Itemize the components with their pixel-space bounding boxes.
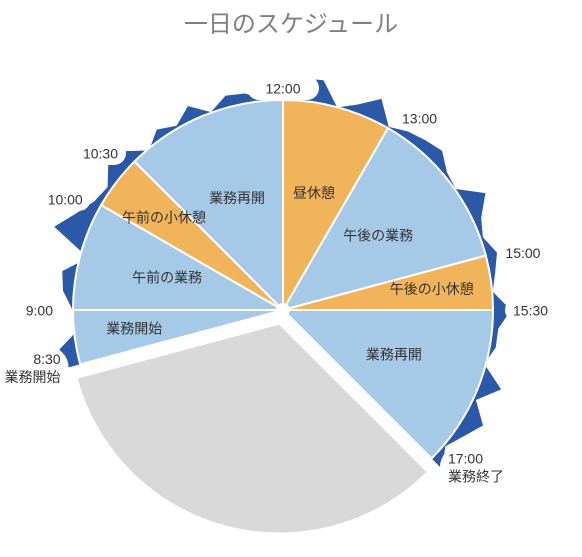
slice-label: 午前の小休憩	[122, 209, 206, 225]
time-label-sub: 業務終了	[448, 469, 504, 485]
slice-label: 業務開始	[106, 320, 162, 336]
time-label: 8:30	[33, 351, 60, 367]
time-label: 10:30	[83, 146, 118, 162]
time-label: 12:00	[265, 81, 300, 97]
time-label: 13:00	[402, 110, 437, 126]
slice-label: 業務再開	[209, 190, 265, 206]
slice-label: 業務再開	[366, 347, 422, 363]
schedule-pie-chart: 一日のスケジュール 業務開始午前の業務午前の小休憩業務再開昼休憩午後の業務午後の…	[0, 0, 582, 557]
time-label: 15:00	[505, 245, 540, 261]
slice-label: 昼休憩	[293, 185, 335, 201]
time-label: 10:00	[48, 192, 83, 208]
time-label: 9:00	[26, 303, 53, 319]
slice-label: 午後の業務	[343, 228, 413, 244]
time-label-sub: 業務開始	[5, 369, 61, 385]
time-label: 17:00	[448, 451, 483, 467]
slice-label: 午前の業務	[132, 270, 202, 286]
slice-label: 午後の小休憩	[390, 281, 474, 297]
time-label: 15:30	[513, 303, 548, 319]
center-dot	[276, 303, 290, 317]
chart-title: 一日のスケジュール	[184, 11, 398, 38]
